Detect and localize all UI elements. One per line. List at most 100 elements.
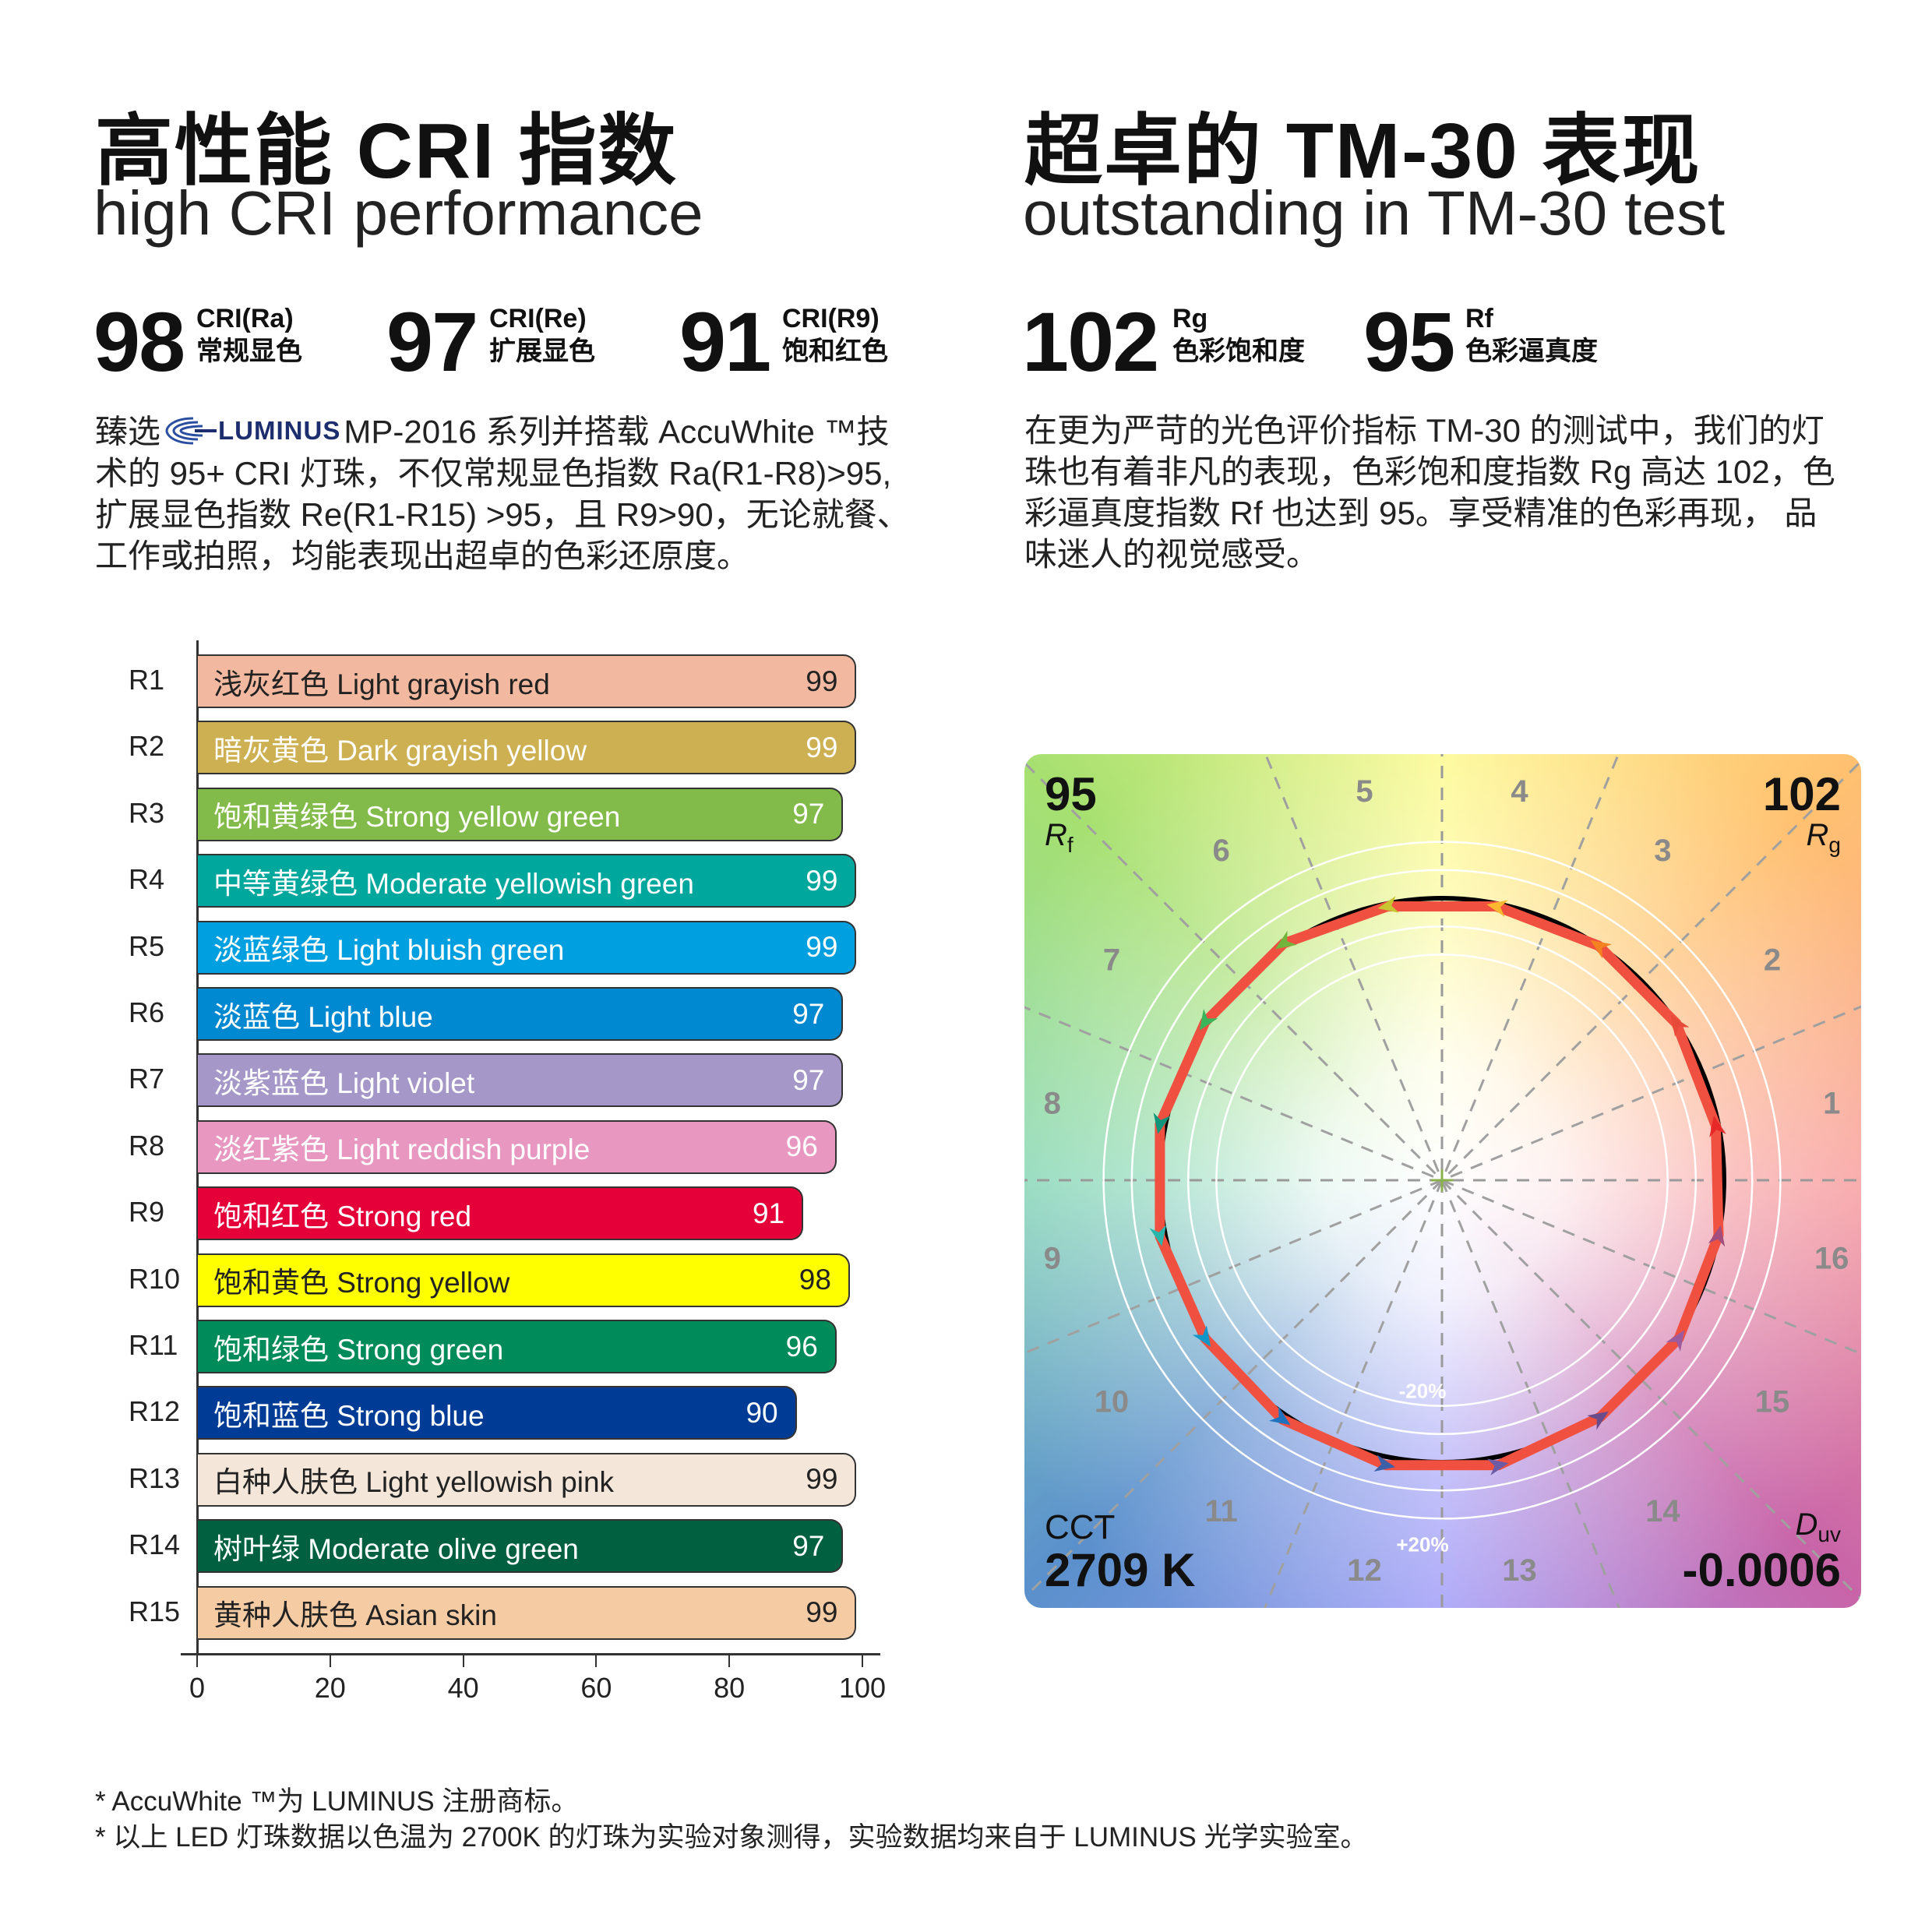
bin-3-arrow-icon <box>1590 940 1613 959</box>
bin-label: 10 <box>1095 1384 1130 1419</box>
rg-block: 102 Rg <box>1763 771 1841 858</box>
bar-label: 饱和黄色 Strong yellow <box>213 1267 510 1299</box>
bar-label: 淡蓝绿色 Light bluish green <box>213 934 565 967</box>
stat-label-en: CRI(Re) <box>489 304 587 333</box>
luminus-swirl-icon <box>165 417 217 444</box>
para-line: 珠也有着非凡的表现，色彩饱和度指数 Rg 高达 102，色 <box>1024 453 1835 490</box>
bar-label: 淡红紫色 Light reddish purple <box>213 1133 591 1166</box>
bar-label: 饱和绿色 Strong green <box>213 1333 504 1366</box>
bar-label: 中等黄绿色 Moderate yellowish green <box>213 867 694 900</box>
bar-value: 97 <box>792 997 825 1030</box>
x-tick-label: 100 <box>838 1672 887 1704</box>
bar-label: 树叶绿 Moderate olive green <box>213 1532 579 1565</box>
bar-r12: 饱和蓝色 Strong blue 90 <box>198 1386 797 1440</box>
para-line: 扩展显色指数 Re(R1-R15) >95，且 R9>90，无论就餐、 <box>95 495 910 533</box>
bar-r3: 饱和黄绿色 Strong yellow green 97 <box>198 787 844 841</box>
bar-label: 饱和蓝色 Strong blue <box>213 1399 485 1432</box>
bin-boundary-line <box>1024 1006 1861 1356</box>
chroma-ring <box>1130 869 1754 1492</box>
row-label: R2 <box>129 730 165 763</box>
para-line: 工作或拍照，均能表现出超卓的色彩还原度。 <box>95 537 750 574</box>
bin-label: 1 <box>1823 1087 1840 1121</box>
bin-label: 13 <box>1502 1553 1537 1588</box>
x-tick-mark <box>196 1655 198 1667</box>
ring-label: +20% <box>1396 1532 1448 1556</box>
chroma-ring <box>1186 925 1698 1436</box>
bin-label: 5 <box>1356 774 1373 809</box>
stat-label-cn: 色彩饱和度 <box>1172 337 1305 366</box>
chroma-ring <box>1102 841 1782 1520</box>
x-axis-line <box>181 1653 880 1655</box>
left-paragraph: 臻选 LUMINUS MP-2016 系列并搭载 AccuWhite ™技 术的 9… <box>95 410 910 576</box>
x-tick-label: 40 <box>447 1672 479 1704</box>
bar-label: 暗灰黄色 Dark grayish yellow <box>213 734 587 767</box>
bar-r9: 饱和红色 Strong red 91 <box>198 1186 804 1241</box>
bin-boundary-line <box>1263 754 1620 1608</box>
stat-value: 91 <box>679 294 771 389</box>
rf-block: 95 Rf <box>1045 771 1097 858</box>
duv-value: -0.0006 <box>1682 1544 1842 1596</box>
duv-block: Duv -0.0006 <box>1683 1507 1842 1594</box>
bin-10-arrow-icon <box>1192 1325 1211 1347</box>
bin-15-arrow-icon <box>1666 1330 1685 1352</box>
stat-value: 95 <box>1363 294 1455 389</box>
bin-1-arrow-icon <box>1709 1116 1726 1137</box>
stat-label-cn: 色彩逼真度 <box>1465 337 1598 366</box>
stat-label-cn: 扩展显色 <box>489 337 595 366</box>
y-axis-line <box>196 640 199 1655</box>
right-subtitle: outstanding in TM-30 test <box>1023 178 1726 248</box>
bin-boundary-line <box>1264 754 1621 1608</box>
stat-label-en: CRI(Ra) <box>196 304 294 333</box>
bar-value: 96 <box>785 1130 818 1163</box>
bar-value: 91 <box>752 1197 785 1229</box>
duv-symbol: Duv <box>1795 1507 1841 1546</box>
footnote: * 以上 LED 灯珠数据以色温为 2700K 的灯珠为实验对象测得，实验数据均… <box>95 1822 1368 1853</box>
center-crosshair-icon <box>1431 1169 1453 1191</box>
bin-label: 3 <box>1654 834 1671 868</box>
bar-r6: 淡蓝色 Light blue 97 <box>198 987 844 1041</box>
para-line: 在更为严苛的光色评价指标 TM-30 的测试中，我们的灯 <box>1024 412 1824 449</box>
x-tick-label: 20 <box>314 1672 346 1704</box>
bar-value: 96 <box>785 1330 818 1363</box>
stat-label-en: Rg <box>1172 304 1208 333</box>
row-label: R11 <box>129 1329 178 1361</box>
bin-label: 6 <box>1213 834 1230 868</box>
bar-value: 97 <box>792 1063 825 1096</box>
x-tick-label: 80 <box>714 1672 746 1704</box>
bin-label: 15 <box>1755 1384 1790 1419</box>
row-label: R14 <box>129 1528 181 1561</box>
bar-value: 97 <box>792 798 825 830</box>
bar-r8: 淡红紫色 Light reddish purple 96 <box>198 1119 837 1174</box>
row-label: R4 <box>129 863 165 896</box>
tm30-color-vector-graphic: 1 2 3 4 5 6 7 8 9 10 11 12 13 14 15 16 -20% +20% 95 Rf 10… <box>1024 754 1861 1608</box>
row-label: R13 <box>129 1461 181 1494</box>
left-subtitle: high CRI performance <box>93 178 703 248</box>
bin-label: 9 <box>1044 1241 1061 1275</box>
bar-label: 饱和黄绿色 Strong yellow green <box>213 801 621 834</box>
bin-14-arrow-icon <box>1587 1411 1609 1430</box>
right-paragraph: 在更为严苛的光色评价指标 TM-30 的测试中，我们的灯 珠也有着非凡的表现，色… <box>1024 410 1835 575</box>
x-tick-mark <box>595 1655 598 1667</box>
stat-value: 102 <box>1022 294 1159 389</box>
bar-label: 淡蓝色 Light blue <box>213 1000 433 1033</box>
bar-label: 白种人肤色 Light yellowish pink <box>213 1466 615 1499</box>
rg-value: 102 <box>1762 768 1841 820</box>
stat-label-en: Rf <box>1465 304 1493 333</box>
bar-value: 99 <box>806 665 838 697</box>
stat-label: Rg 色彩饱和度 <box>1172 302 1305 368</box>
bin-5-arrow-icon <box>1377 896 1399 913</box>
stat-label-cn: 饱和红色 <box>782 337 888 366</box>
stat-label: CRI(R9) 饱和红色 <box>782 302 888 368</box>
bar-label: 饱和红色 Strong red <box>213 1200 472 1232</box>
bar-r11: 饱和绿色 Strong green 96 <box>198 1320 837 1373</box>
bin-7-arrow-icon <box>1199 1008 1218 1031</box>
stat-label: Rf 色彩逼真度 <box>1465 302 1598 368</box>
bin-label: 14 <box>1645 1494 1680 1528</box>
row-label: R6 <box>129 996 165 1028</box>
cct-value: 2709 K <box>1045 1544 1196 1596</box>
bin-2-arrow-icon <box>1670 1015 1690 1037</box>
bin-label: 2 <box>1764 943 1781 978</box>
bar-r5: 淡蓝绿色 Light bluish green 99 <box>198 920 857 975</box>
luminus-logo: LUMINUS <box>164 410 340 451</box>
bin-9-arrow-icon <box>1149 1225 1167 1246</box>
